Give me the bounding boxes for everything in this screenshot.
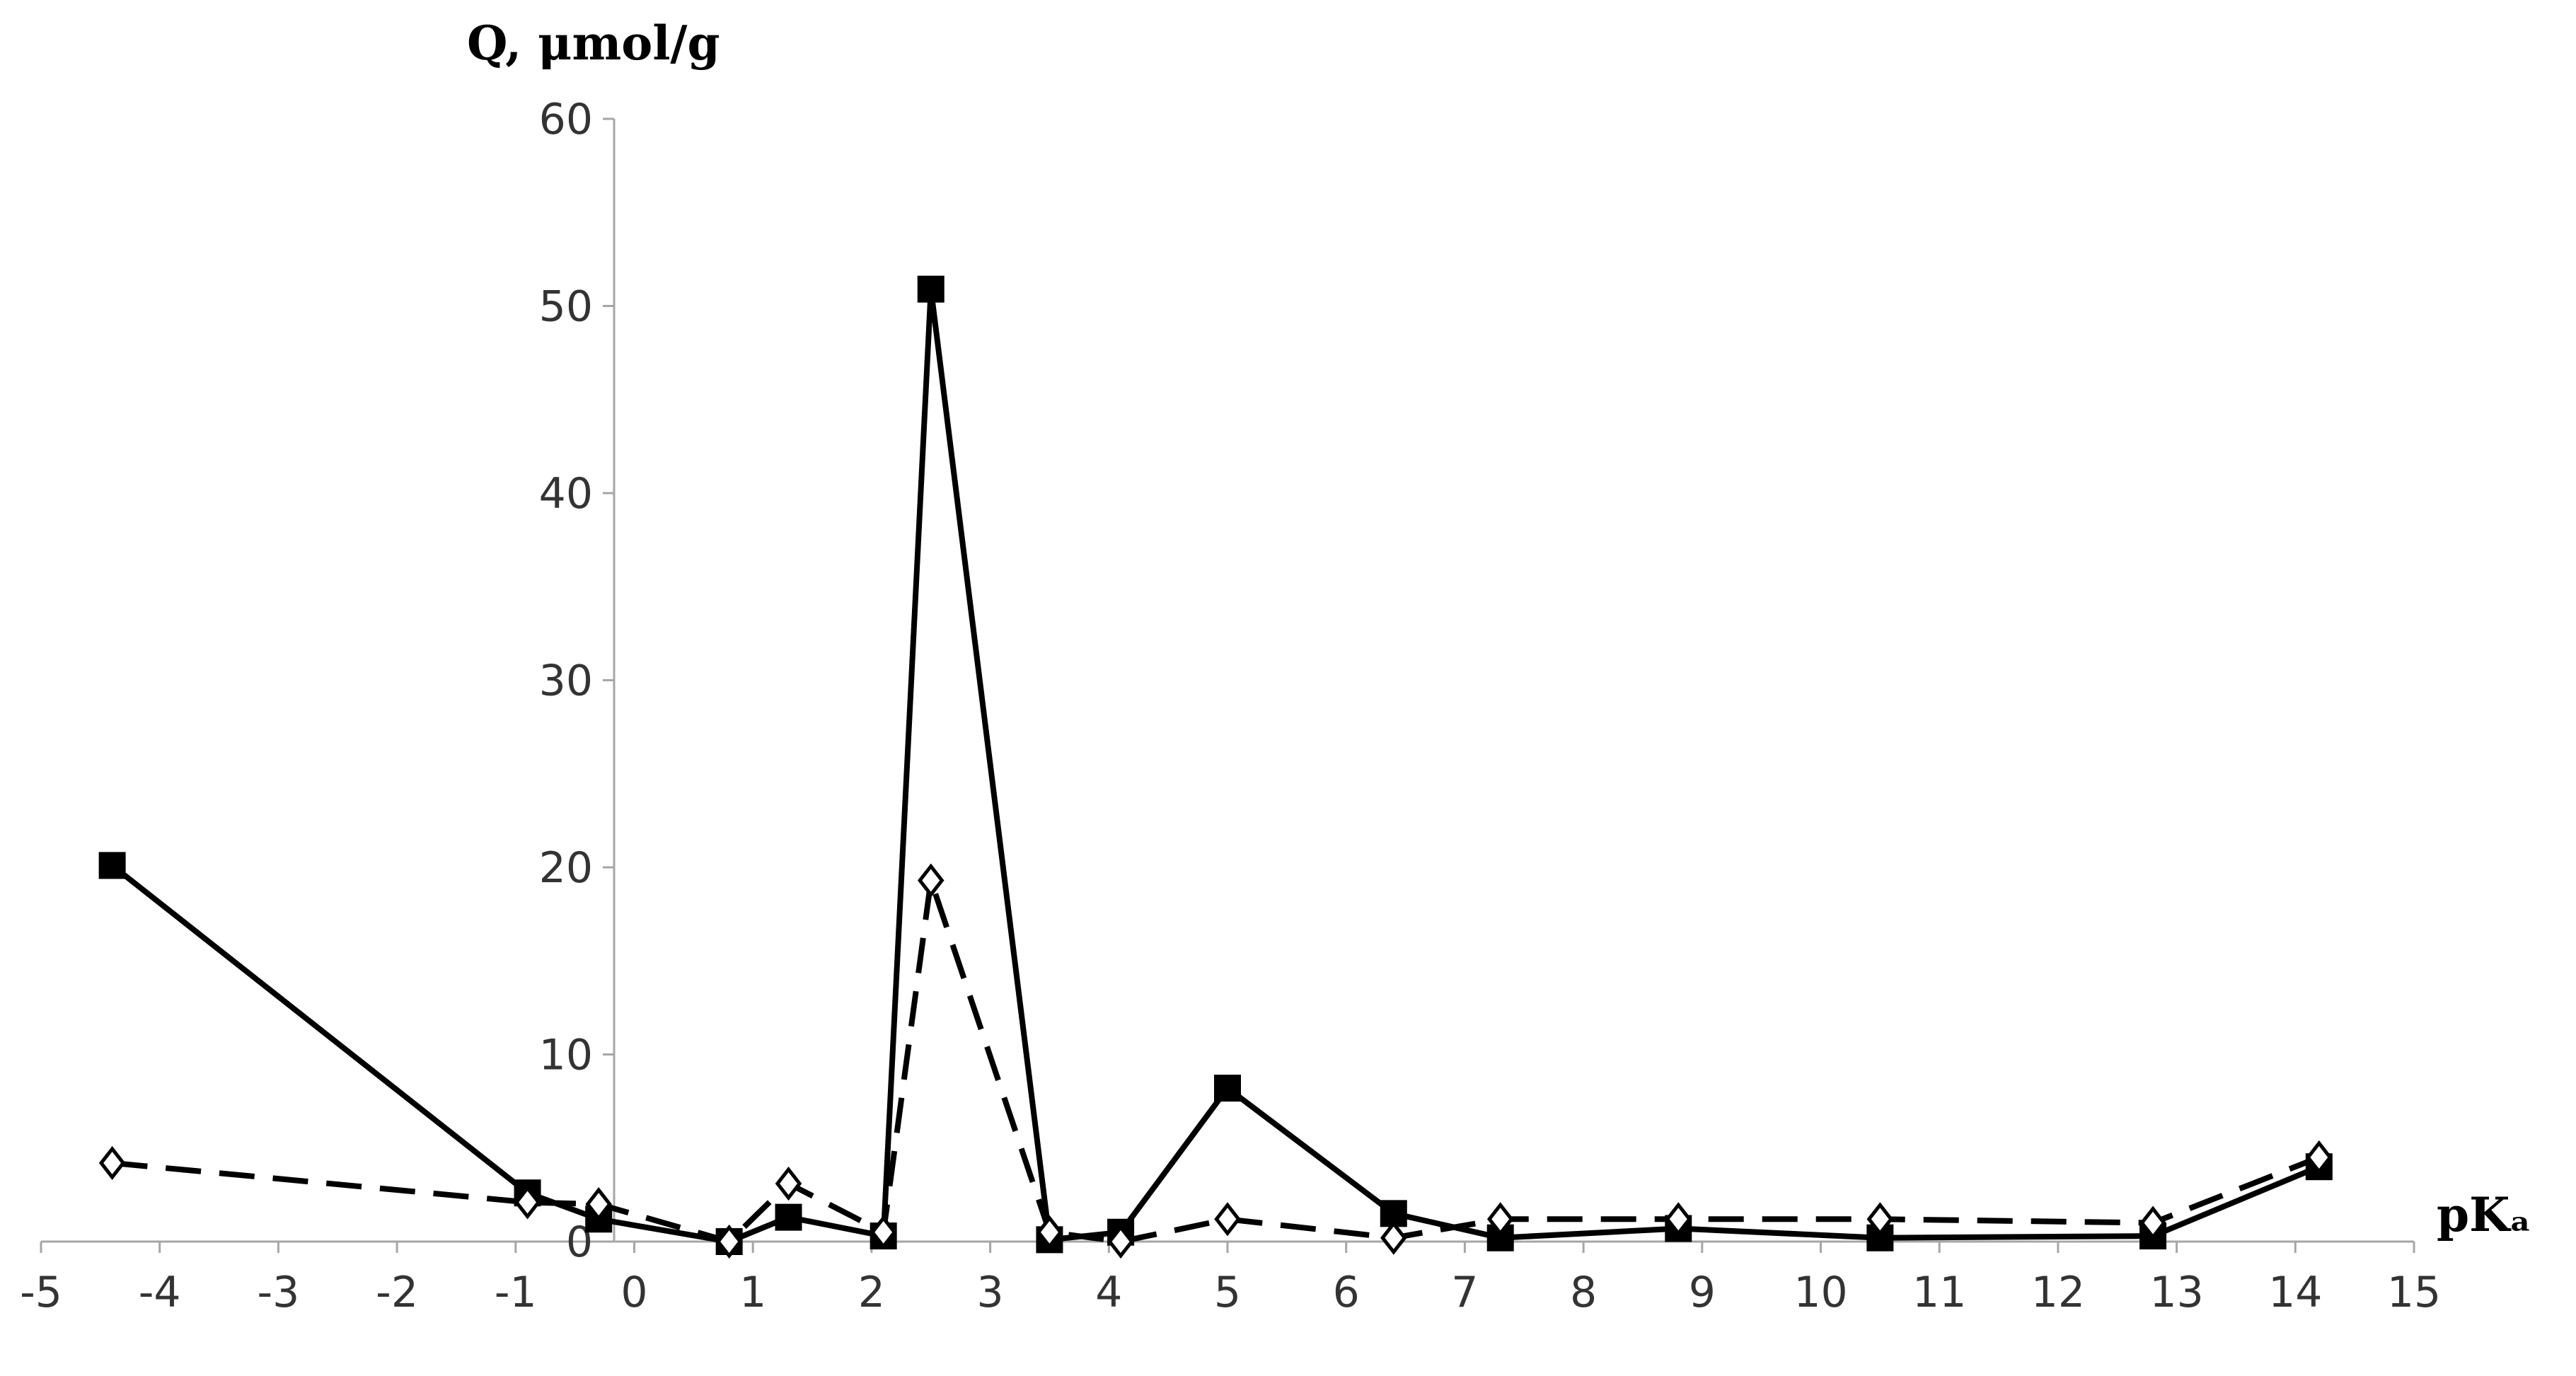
series-2-line xyxy=(112,877,2321,1244)
series-1 xyxy=(98,275,2333,1255)
x-tick-label: 3 xyxy=(977,1268,1004,1317)
data-point-diamond xyxy=(1380,1220,1407,1255)
y-tick-label: 30 xyxy=(539,657,593,706)
data-point-diamond xyxy=(2306,1140,2333,1175)
x-tick-label: 13 xyxy=(2149,1268,2203,1317)
data-point-diamond xyxy=(1036,1215,1063,1249)
data-point-diamond xyxy=(1665,1202,1692,1237)
y-tick-label: 50 xyxy=(539,282,593,332)
data-point-diamond xyxy=(1107,1224,1134,1259)
x-tick-label: 7 xyxy=(1451,1268,1478,1317)
x-tick-label: 14 xyxy=(2268,1268,2322,1317)
data-point-diamond xyxy=(514,1185,541,1220)
series-2 xyxy=(98,863,2333,1259)
y-tick-label: 20 xyxy=(539,843,593,893)
x-tick-label: 4 xyxy=(1095,1268,1122,1317)
x-tick-label: 15 xyxy=(2387,1268,2441,1317)
x-tick-label: 9 xyxy=(1689,1268,1716,1317)
data-point-diamond xyxy=(870,1215,897,1249)
x-tick-label: 1 xyxy=(739,1268,766,1317)
x-tick-label: 8 xyxy=(1570,1268,1597,1317)
y-axis-title: Q, μmol/g xyxy=(467,16,720,71)
data-point-diamond xyxy=(775,1166,802,1201)
data-point-diamond xyxy=(715,1224,743,1259)
data-point-diamond xyxy=(1866,1202,1894,1237)
x-tick-label: 11 xyxy=(1912,1268,1966,1317)
y-tick-label: 60 xyxy=(539,95,593,144)
data-point-square xyxy=(1214,1075,1241,1102)
x-tick-label: -5 xyxy=(20,1268,62,1317)
x-tick-label: -1 xyxy=(495,1268,537,1317)
data-point-square xyxy=(775,1203,802,1231)
x-axis-title: pKₐ xyxy=(2437,1187,2531,1242)
x-tick-label: 5 xyxy=(1214,1268,1241,1317)
x-tick-label: 0 xyxy=(620,1268,647,1317)
x-tick-label: -3 xyxy=(257,1268,299,1317)
data-point-diamond xyxy=(917,863,945,898)
data-point-diamond xyxy=(1214,1202,1241,1237)
x-tick-label: -4 xyxy=(139,1268,181,1317)
x-tick-label: 6 xyxy=(1333,1268,1360,1317)
plot-area xyxy=(98,275,2333,1259)
data-point-diamond xyxy=(585,1187,612,1222)
data-point-diamond xyxy=(2139,1206,2166,1240)
x-tick-label: -2 xyxy=(376,1268,418,1317)
y-tick-label: 40 xyxy=(539,469,593,519)
data-point-diamond xyxy=(1486,1202,1514,1237)
data-point-square xyxy=(98,852,126,879)
y-tick-label: 10 xyxy=(539,1031,593,1080)
axes: -5 -4 -3 -2 -1 0 1 2 3 4 5 6 7 8 9 10 11 12 13 14 1501020304… xyxy=(20,95,2441,1317)
data-point-diamond xyxy=(98,1145,126,1180)
data-point-square xyxy=(917,275,945,303)
x-tick-label: 2 xyxy=(858,1268,885,1317)
x-tick-label: 10 xyxy=(1794,1268,1847,1317)
x-tick-label: 12 xyxy=(2031,1268,2085,1317)
